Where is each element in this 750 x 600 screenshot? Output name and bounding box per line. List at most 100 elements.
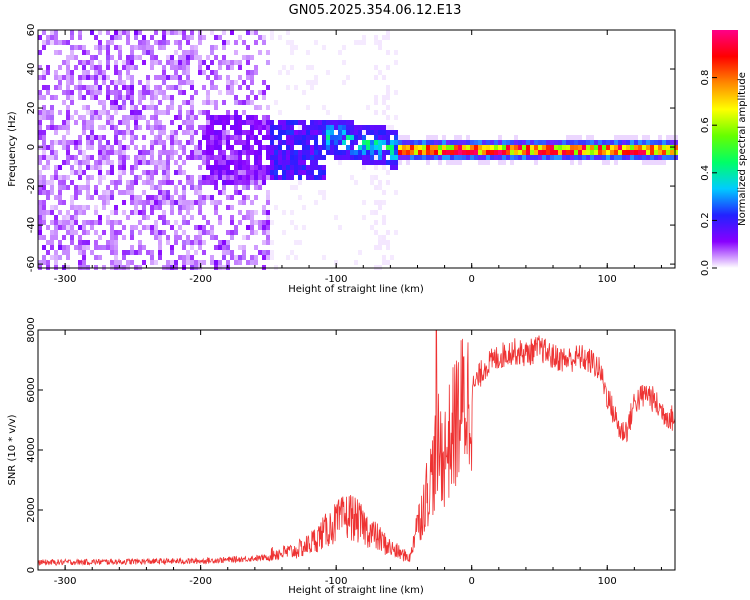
spectrogram-cell [458, 160, 462, 165]
spectrogram-cell [606, 145, 610, 150]
spectrogram-cell [230, 170, 234, 175]
spectrogram-cell [130, 185, 134, 190]
spectrogram-cell [206, 65, 210, 70]
spectrogram-cell [82, 150, 86, 155]
spectrogram-cell [266, 155, 270, 160]
spectrogram-cell [90, 130, 94, 135]
spectrogram-cell [186, 115, 190, 120]
spectrogram-cell [302, 145, 306, 150]
spectrogram-cell [90, 195, 94, 200]
y-tick-label: 60 [26, 24, 37, 37]
spectrogram-cell [290, 185, 294, 190]
spectrogram-cell [230, 115, 234, 120]
spectrogram-cell [78, 185, 82, 190]
spectrogram-cell [62, 140, 66, 145]
spectrogram-cell [38, 50, 42, 55]
spectrogram-cell [190, 180, 194, 185]
spectrogram-cell [370, 145, 374, 150]
spectrogram-cell [146, 215, 150, 220]
spectrogram-cell [262, 35, 266, 40]
spectrogram-cell [266, 60, 270, 65]
spectrogram-cell [346, 120, 350, 125]
spectrogram-cell [98, 195, 102, 200]
spectrogram-cell [142, 60, 146, 65]
spectrogram-cell [254, 175, 258, 180]
x-tick-label: -100 [325, 274, 348, 285]
snr-plot-area [38, 330, 675, 570]
spectrogram-cell [250, 215, 254, 220]
spectrogram-cell [106, 150, 110, 155]
spectrogram-cell [654, 150, 658, 155]
spectrogram-cell [54, 140, 58, 145]
spectrogram-cell [122, 210, 126, 215]
spectrogram-cell [486, 150, 490, 155]
spectrogram-cell [70, 230, 74, 235]
spectrogram-cell [650, 140, 654, 145]
spectrogram-cell [130, 170, 134, 175]
spectrogram-cell [170, 130, 174, 135]
spectrogram-cell [314, 145, 318, 150]
spectrogram-cell [66, 85, 70, 90]
spectrogram-cell [530, 145, 534, 150]
spectrogram-cell [50, 245, 54, 250]
spectrogram-cell [262, 240, 266, 245]
spectrogram-cell [162, 200, 166, 205]
spectrogram-cell [190, 105, 194, 110]
spectrogram-cell [482, 155, 486, 160]
spectrogram-cell [266, 165, 270, 170]
spectrogram-cell [182, 120, 186, 125]
spectrogram-cell [250, 260, 254, 265]
spectrogram-cell [138, 155, 142, 160]
spectrogram-cell [274, 160, 278, 165]
spectrogram-cell [446, 140, 450, 145]
spectrogram-cell [270, 145, 274, 150]
spectrogram-cell [342, 45, 346, 50]
spectrogram-cell [214, 105, 218, 110]
spectrogram-cell [54, 130, 58, 135]
spectrogram-cell [170, 260, 174, 265]
spectrogram-cell [226, 245, 230, 250]
spectrogram-cell [258, 145, 262, 150]
spectrogram-cell [110, 80, 114, 85]
spectrogram-cell [294, 160, 298, 165]
spectrogram-cell [130, 135, 134, 140]
spectrogram-cell [150, 160, 154, 165]
spectrogram-cell [302, 150, 306, 155]
spectrogram-cell [130, 110, 134, 115]
spectrogram-cell [122, 105, 126, 110]
spectrogram-cell [82, 205, 86, 210]
spectrogram-cell [134, 180, 138, 185]
spectrogram-cell [570, 150, 574, 155]
spectrogram-cell [226, 205, 230, 210]
spectrogram-cell [202, 60, 206, 65]
spectrogram-cell [234, 150, 238, 155]
spectrogram-cell [94, 190, 98, 195]
spectrogram-cell [106, 65, 110, 70]
spectrogram-cell [310, 65, 314, 70]
spectrogram-cell [670, 155, 674, 160]
spectrogram-cell [674, 135, 678, 140]
spectrogram-cell [246, 235, 250, 240]
spectrogram-cell [150, 180, 154, 185]
spectrogram-cell [210, 230, 214, 235]
spectrogram-cell [154, 165, 158, 170]
spectrogram-cell [186, 200, 190, 205]
spectrogram-cell [454, 150, 458, 155]
spectrogram-cell [138, 175, 142, 180]
spectrogram-cell [566, 155, 570, 160]
spectrogram-cell [202, 215, 206, 220]
spectrogram-cell [198, 140, 202, 145]
spectrogram-cell [170, 155, 174, 160]
spectrogram-cell [310, 85, 314, 90]
spectrogram-cell [162, 165, 166, 170]
spectrogram-cell [74, 185, 78, 190]
spectrogram-cell [458, 140, 462, 145]
spectrogram-cell [102, 200, 106, 205]
spectrogram-cell [42, 30, 46, 35]
spectrogram-cell [166, 60, 170, 65]
spectrogram-cell [298, 165, 302, 170]
spectrogram-cell [262, 180, 266, 185]
x-tick-label: 0 [469, 274, 475, 285]
spectrogram-cell [74, 120, 78, 125]
spectrogram-cell [110, 195, 114, 200]
